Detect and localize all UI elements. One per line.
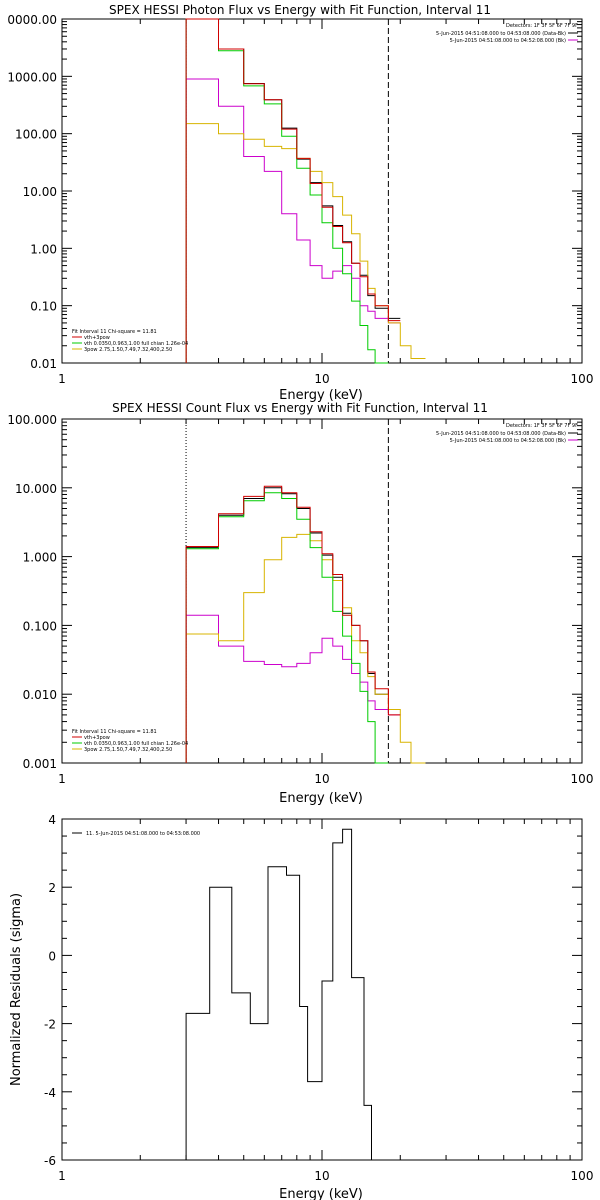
y-tick-label: -2 [44,1018,56,1032]
residuals-line [185,828,389,1161]
chart-title-0: SPEX HESSI Photon Flux vs Energy with Fi… [109,3,491,17]
y-tick-label: 0.010 [23,688,57,702]
time-range-data: 5-Jun-2015 04:51:08.000 to 04:53:08.000 … [436,431,566,437]
residual-legend-item: 11. 5-Jun-2015 04:51:08.000 to 04:53:08.… [86,831,200,837]
fit-legend-header: Fit Interval 11 Chi-square = 11.81 [72,729,157,735]
time-range-data: 5-Jun-2015 04:51:08.000 to 04:53:08.000 … [436,31,566,37]
series-line-vth [185,18,389,364]
x-tick-label: 10 [314,1169,329,1183]
y-tick-label: 1000.00 [7,70,57,84]
y-tick-label: 4 [48,813,56,827]
fit-legend-item: 3pow 2.75,1.50,7.49,7.32,400,2.50 [84,347,172,353]
plot-frame-1 [61,418,583,764]
fit-legend-header: Fit Interval 11 Chi-square = 11.81 [72,329,157,335]
y-tick-label: 100.000 [7,413,57,427]
x-tick-label: 1 [58,772,66,786]
x-axis-label-0: Energy (keV) [279,388,363,403]
y-tick-label: -6 [44,1154,56,1168]
y-tick-label: 0.01 [30,357,57,371]
x-tick-label: 100 [571,772,594,786]
chart-title-1: SPEX HESSI Count Flux vs Energy with Fit… [112,401,488,415]
time-range-bk: 5-Jun-2015 04:51:08.000 to 04:52:08.000 … [450,38,566,44]
fit-legend-item: vth 0.0350,0.963,1.00 full chian 1.26e-0… [84,741,188,747]
x-axis-label-1: Energy (keV) [279,791,363,806]
y-tick-label: 10.00 [23,185,57,199]
x-tick-label: 100 [571,1169,594,1183]
x-axis-label-2: Energy (keV) [279,1187,363,1200]
detectors-label: Detectors: 1F 3F 5F 6F 7F 9F [506,23,578,29]
series-line-3pow [185,533,426,764]
y-tick-label: 2 [48,881,56,895]
series-line-vth+3pow [185,18,401,363]
y-tick-label: 1.000 [23,551,57,565]
fit-legend-item: vth 0.0350,0.963,1.00 full chian 1.26e-0… [84,341,188,347]
series-line-vth [185,492,389,764]
x-tick-label: 1 [58,372,66,386]
time-range-bk: 5-Jun-2015 04:51:08.000 to 04:52:08.000 … [450,438,566,444]
x-tick-label: 10 [314,372,329,386]
fit-legend-item: vth+3pow [84,335,110,341]
y-tick-label: 0000.00 [7,13,57,27]
series-line-magenta [185,78,401,363]
y-tick-label: -4 [44,1086,56,1100]
x-tick-label: 1 [58,1169,66,1183]
x-tick-label: 100 [571,372,594,386]
series-line-vth+3pow [185,485,401,763]
y-tick-label: 0.100 [23,619,57,633]
y-tick-label: 0 [48,949,56,963]
fit-legend-item: 3pow 2.75,1.50,7.49,7.32,400,2.50 [84,747,172,753]
y-axis-label-2: Normalized Residuals (sigma) [9,893,24,1086]
x-tick-label: 10 [314,772,329,786]
detectors-label: Detectors: 1F 3F 5F 6F 7F 9F [506,423,578,429]
y-tick-label: 1.00 [30,242,57,256]
y-tick-label: 100.00 [15,128,57,142]
fit-legend-item: vth+3pow [84,735,110,741]
y-tick-label: 10.000 [15,482,57,496]
y-tick-label: 0.001 [23,757,57,771]
y-tick-label: 0.10 [30,300,57,314]
